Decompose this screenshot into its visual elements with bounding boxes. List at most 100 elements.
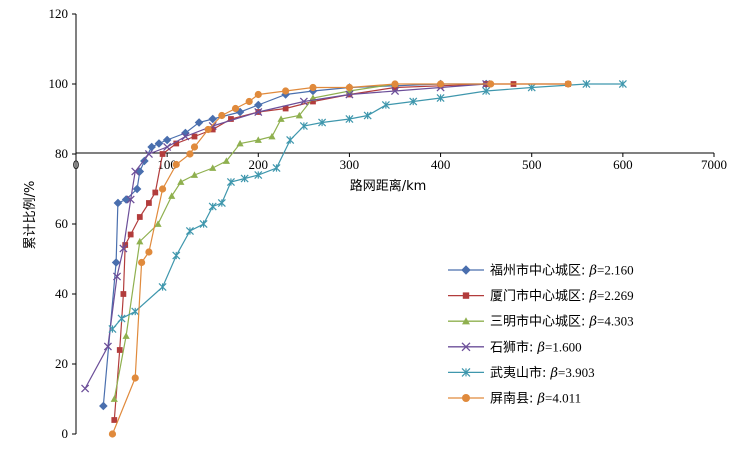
y-tick-label: 60 xyxy=(55,216,68,231)
data-point xyxy=(391,80,399,88)
data-point xyxy=(136,237,144,245)
data-point xyxy=(135,167,145,176)
data-point xyxy=(282,105,289,112)
data-point xyxy=(131,307,140,316)
x-tick-label: 200 xyxy=(249,157,269,172)
data-point xyxy=(461,265,471,275)
data-point xyxy=(127,231,134,238)
y-tick-label: 80 xyxy=(55,146,68,161)
data-point xyxy=(199,219,208,229)
data-point xyxy=(268,132,276,140)
legend-label-name: 石狮市: xyxy=(490,339,538,355)
data-point xyxy=(208,114,218,124)
data-point xyxy=(186,150,194,158)
data-point xyxy=(121,195,131,204)
data-point xyxy=(117,314,126,323)
data-point xyxy=(482,86,491,96)
data-point xyxy=(299,97,308,106)
data-point xyxy=(154,139,164,148)
data-point xyxy=(191,133,198,140)
legend-item: 石狮市: β=1.600 xyxy=(448,339,582,355)
legend-beta-value: =2.269 xyxy=(597,288,634,303)
data-point xyxy=(208,202,217,211)
data-point xyxy=(138,258,146,267)
legend-beta-symbol: β xyxy=(589,289,598,304)
data-point xyxy=(131,374,139,382)
data-point xyxy=(120,291,127,297)
data-point xyxy=(487,80,495,88)
data-point xyxy=(159,151,166,157)
tick-labels: 0 100 200 300 400 500 600 7000 0 20 40 60 80 100 120 xyxy=(49,6,728,441)
data-point xyxy=(131,167,140,176)
data-point xyxy=(228,116,234,122)
data-point xyxy=(253,100,263,110)
legend-item: 厦门市中心城区: β=2.269 xyxy=(448,288,634,304)
y-tick-label: 20 xyxy=(55,356,68,371)
data-point xyxy=(363,111,372,120)
series-line xyxy=(84,83,487,389)
data-point xyxy=(152,189,159,196)
data-point xyxy=(436,93,445,103)
data-point xyxy=(103,342,112,351)
axes xyxy=(72,13,715,435)
data-point xyxy=(564,80,572,88)
data-point xyxy=(318,118,327,127)
series-line xyxy=(102,83,487,407)
data-point xyxy=(163,142,172,152)
legend-item: 武夷山市: β=3.903 xyxy=(448,365,595,381)
data-point xyxy=(254,90,262,99)
legend-beta-value: =4.303 xyxy=(597,314,634,329)
data-point xyxy=(527,83,536,92)
y-tick-label: 120 xyxy=(49,6,69,21)
data-point xyxy=(345,114,354,124)
x-tick-label: 500 xyxy=(522,157,542,172)
data-point xyxy=(119,244,128,253)
data-point xyxy=(172,251,181,260)
series-diamond xyxy=(99,79,491,411)
data-point xyxy=(299,121,308,131)
data-point xyxy=(222,157,230,164)
data-point xyxy=(147,142,156,152)
data-point xyxy=(582,79,591,89)
data-point xyxy=(381,100,390,110)
y-axis-title: 累计比例/% xyxy=(23,181,38,250)
series-star xyxy=(108,79,627,334)
series-circle xyxy=(108,80,572,438)
legend-label: 福州市中心城区: β=2.160 xyxy=(490,263,634,279)
data-point xyxy=(461,342,471,352)
data-point xyxy=(116,347,123,353)
data-point xyxy=(110,395,118,402)
data-point xyxy=(245,97,253,106)
legend: 福州市中心城区: β=2.160 厦门市中心城区: β=2.269 三明市中心城区:… xyxy=(448,263,634,407)
legend-item: 屏南县: β=4.011 xyxy=(448,391,581,407)
data-point xyxy=(254,107,263,117)
series-group xyxy=(81,79,627,438)
legend-beta-value: =4.011 xyxy=(545,391,581,406)
data-point xyxy=(154,220,162,227)
legend-item: 福州市中心城区: β=2.160 xyxy=(448,263,634,279)
data-point xyxy=(345,90,354,99)
legend-item: 三明市中心城区: β=4.303 xyxy=(448,314,634,330)
data-point xyxy=(112,272,122,281)
legend-beta-symbol: β xyxy=(589,264,598,279)
data-point xyxy=(190,143,199,151)
legend-label-name: 福州市中心城区: xyxy=(490,263,590,279)
data-point xyxy=(144,149,153,159)
data-point xyxy=(204,125,212,134)
data-point xyxy=(240,174,249,183)
legend-beta-value: =3.903 xyxy=(558,365,595,380)
data-point xyxy=(194,118,204,127)
data-point xyxy=(462,292,470,299)
data-point xyxy=(310,98,316,105)
series-line xyxy=(113,83,569,421)
data-point xyxy=(158,282,167,292)
data-point xyxy=(436,80,445,88)
data-point xyxy=(81,384,90,393)
data-point xyxy=(111,417,118,423)
x-tick-label: 400 xyxy=(431,157,451,172)
data-point xyxy=(126,195,135,204)
data-point xyxy=(173,140,180,147)
legend-label-name: 武夷山市: xyxy=(490,365,551,381)
data-point xyxy=(185,226,194,236)
